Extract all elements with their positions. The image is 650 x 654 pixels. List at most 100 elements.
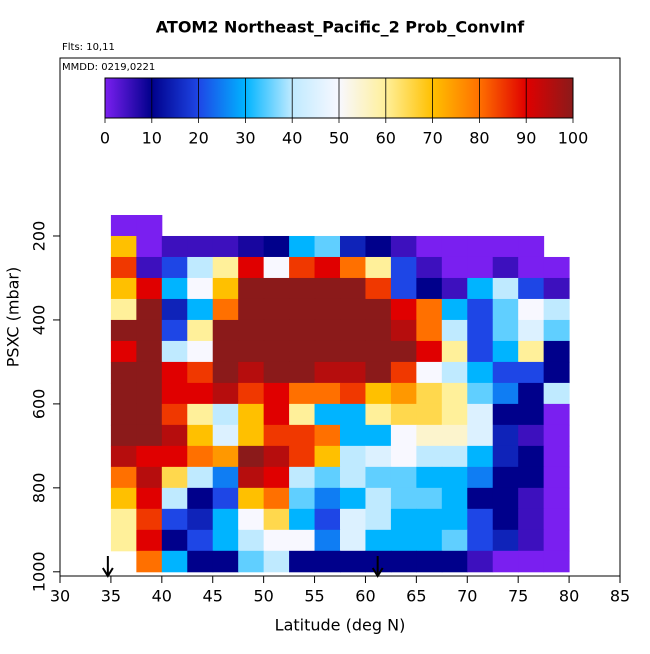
heat-cell [289, 361, 316, 384]
heat-cell [365, 277, 392, 300]
heat-cell [390, 340, 417, 363]
x-tick-label: 85 [610, 587, 630, 606]
colorbar-tick-label: 70 [422, 129, 442, 148]
colorbar-tick-label: 30 [235, 129, 255, 148]
heat-cell [467, 361, 494, 384]
heat-cell [187, 508, 214, 531]
heat-cell [340, 508, 366, 531]
heat-cell [314, 361, 341, 384]
heat-cell [518, 424, 545, 447]
heat-cell [390, 403, 417, 426]
heat-cell [238, 382, 265, 405]
heat-cell [416, 235, 443, 258]
heat-cell [314, 550, 341, 573]
heat-cell [543, 529, 570, 552]
heat-cell [492, 319, 519, 342]
heat-cell [136, 508, 163, 531]
heat-cell [390, 550, 417, 573]
heat-cell [161, 445, 188, 468]
heat-cell [212, 340, 239, 363]
heat-cell [441, 256, 468, 279]
heat-cell [441, 487, 468, 510]
heat-cell [543, 361, 570, 384]
heat-cell [289, 298, 316, 321]
heat-cell [365, 466, 392, 489]
heat-cell [492, 466, 519, 489]
heat-cell [238, 256, 265, 279]
heat-cell [314, 298, 341, 321]
heat-cell [289, 487, 316, 510]
heat-cell [212, 298, 239, 321]
x-tick-label: 75 [508, 587, 528, 606]
heat-cell [365, 487, 392, 510]
heat-cell [492, 361, 519, 384]
heat-cell [161, 235, 188, 258]
heat-cell [161, 487, 188, 510]
heat-cell [390, 487, 417, 510]
heat-cell [136, 487, 163, 510]
heat-cell [441, 508, 468, 531]
heat-cell [238, 445, 265, 468]
x-tick-label: 30 [50, 587, 70, 606]
heat-cell [314, 445, 341, 468]
heat-cell [289, 508, 316, 531]
heat-cell [161, 361, 188, 384]
heat-cell [314, 319, 341, 342]
heat-cell [110, 361, 137, 384]
heat-cell [340, 319, 366, 342]
heat-cell [390, 319, 417, 342]
plot-frame [59, 57, 621, 577]
heat-cell [390, 298, 417, 321]
heat-cell [314, 256, 341, 279]
heat-cell [492, 256, 519, 279]
y-tick-label: 200 [30, 221, 49, 252]
heat-cell [492, 550, 519, 573]
heat-cell [238, 235, 265, 258]
heat-cell [110, 319, 137, 342]
heat-cell [263, 508, 290, 531]
heat-cell [136, 214, 163, 237]
x-tick-label: 60 [355, 587, 375, 606]
heat-cell [161, 298, 188, 321]
y-axis-label: PSXC (mbar) [4, 267, 23, 367]
x-tick-label: 40 [152, 587, 172, 606]
heat-cell [187, 403, 214, 426]
heat-cell [289, 382, 316, 405]
heat-cell [467, 466, 494, 489]
heat-cell [467, 508, 494, 531]
heat-cell [543, 403, 570, 426]
heat-cell [238, 529, 265, 552]
heat-cell [263, 466, 290, 489]
heat-cell [543, 487, 570, 510]
heat-cell [340, 487, 366, 510]
heat-cell [518, 508, 545, 531]
colorbar-tick-label: 10 [142, 129, 162, 148]
heat-cell [289, 319, 316, 342]
heat-cell [187, 445, 214, 468]
heat-cell [518, 319, 545, 342]
heat-cell [314, 424, 341, 447]
heat-cell [416, 529, 443, 552]
x-tick-label: 50 [253, 587, 273, 606]
annotation: Flts: 10,11 [62, 42, 115, 53]
heat-cell [238, 319, 265, 342]
heat-cell [441, 424, 468, 447]
y-tick-label: 400 [30, 305, 49, 336]
heat-cell [238, 277, 265, 300]
heat-cell [314, 508, 341, 531]
heat-cell [543, 466, 570, 489]
heat-cell [543, 277, 570, 300]
heat-cell [110, 445, 137, 468]
heat-cell [416, 382, 443, 405]
heat-cell [365, 529, 392, 552]
heat-cell [212, 403, 239, 426]
heat-cell [136, 550, 163, 573]
heat-cell [543, 424, 570, 447]
heat-cell [187, 424, 214, 447]
heat-cell [110, 508, 137, 531]
heat-cell [289, 550, 316, 573]
heat-cell [492, 382, 519, 405]
heat-cell [543, 382, 570, 405]
heat-cell [238, 508, 265, 531]
